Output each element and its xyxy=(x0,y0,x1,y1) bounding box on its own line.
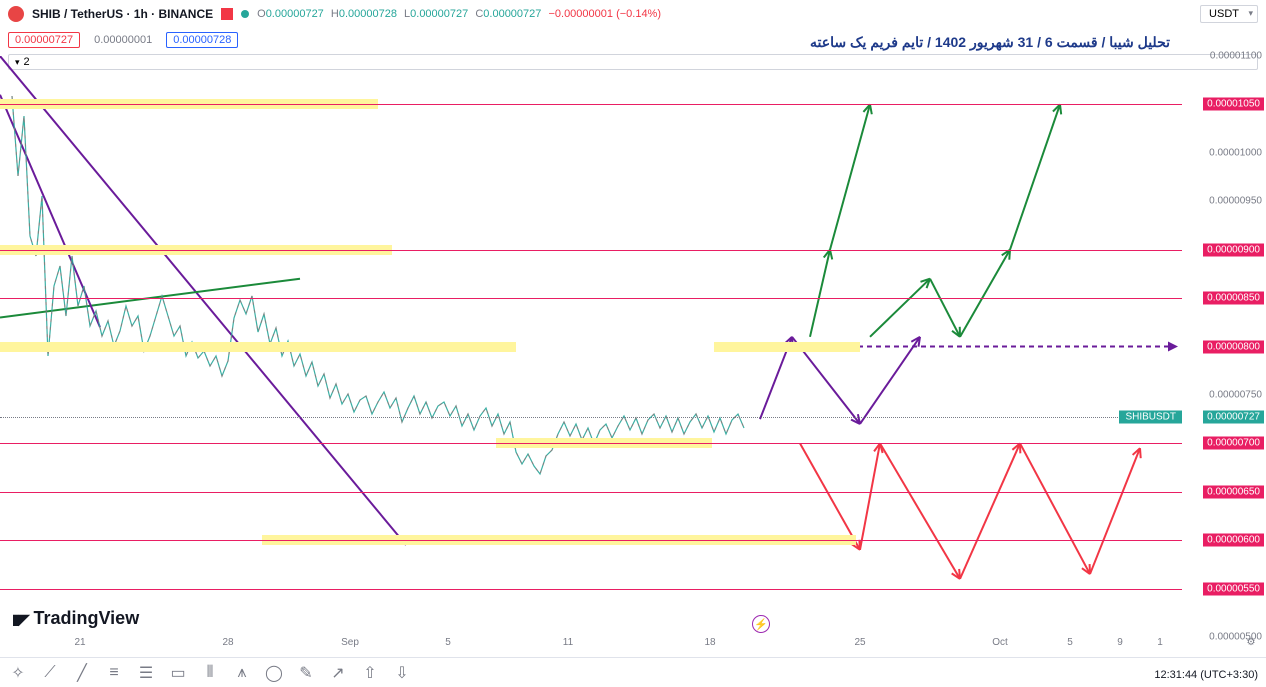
time-tick: 21 xyxy=(74,637,85,648)
quote-select[interactable]: USDT xyxy=(1200,5,1258,23)
line-tool-icon[interactable]: ╱ xyxy=(72,663,92,683)
price-level-line[interactable] xyxy=(0,492,1182,493)
price-tick: 0.00001000 xyxy=(1209,147,1262,158)
pair-badge: SHIBUSDT xyxy=(1119,411,1182,424)
spread-text: 0.00000001 xyxy=(88,33,158,47)
hline-tool-icon[interactable]: ≡ xyxy=(104,663,124,683)
price-level-line[interactable] xyxy=(0,104,1182,105)
current-price-label: 0.00000727 xyxy=(1203,411,1264,424)
live-dot-icon xyxy=(241,10,249,18)
brush-tool-icon[interactable]: ⦀ xyxy=(200,663,220,683)
price-level-label: 0.00000700 xyxy=(1203,437,1264,450)
price-axis[interactable]: 0.00001050 0.00000900 0.00000850 0.00000700… xyxy=(1182,56,1266,637)
price-level-label: 0.00000850 xyxy=(1203,292,1264,305)
flag-icon xyxy=(221,8,233,20)
price-level-label: 0.00000900 xyxy=(1203,243,1264,256)
analysis-title: تحلیل شیبا / قسمت 6 / 31 شهریور 1402 / ت… xyxy=(810,34,1170,51)
pair-title[interactable]: SHIB / TetherUS · 1h · BINANCE xyxy=(32,7,213,21)
arrow-tool-icon[interactable]: ↗ xyxy=(328,663,348,683)
price-level-line[interactable] xyxy=(0,589,1182,590)
clock-readout: 12:31:44 (UTC+3:30) xyxy=(1154,669,1258,681)
time-tick: Oct xyxy=(992,637,1008,648)
axis-settings-icon[interactable]: ⚙ xyxy=(1247,637,1256,648)
time-tick: 25 xyxy=(854,637,865,648)
chart-area[interactable] xyxy=(0,56,1182,637)
time-tick: Sep xyxy=(341,637,359,648)
ellipse-tool-icon[interactable]: ◯ xyxy=(264,663,284,683)
time-tick: 5 xyxy=(1067,637,1073,648)
ohlc-readout: O0.00000727 H0.00000728 L0.00000727 C0.0… xyxy=(257,8,661,20)
time-tick: 1 xyxy=(1157,637,1163,648)
rect-tool-icon[interactable]: ▭ xyxy=(168,663,188,683)
time-tick: 5 xyxy=(445,637,451,648)
tradingview-logo: ▮◤ TradingView xyxy=(12,608,139,629)
supply-demand-zone[interactable] xyxy=(0,342,516,352)
time-tick: 28 xyxy=(222,637,233,648)
price-tick: 0.00000750 xyxy=(1209,389,1262,400)
price-level-line[interactable] xyxy=(0,540,1182,541)
bottom-toolbar: ✧ ⟋ ╱ ≡ ☰ ▭ ⦀ ⩚ ◯ ✎ ↗ ⇧ ⇩ 12:31:44 (UTC+… xyxy=(0,657,1266,687)
price-level-label: 0.00001050 xyxy=(1203,98,1264,111)
price-level-line[interactable] xyxy=(0,443,1182,444)
pitchfork-tool-icon[interactable]: ⩚ xyxy=(232,663,252,683)
trendline-tool-icon[interactable]: ⟋ xyxy=(40,663,60,683)
down-tool-icon[interactable]: ⇩ xyxy=(392,663,412,683)
bid-pill[interactable]: 0.00000727 xyxy=(8,32,80,48)
price-level-label: 0.00000550 xyxy=(1203,582,1264,595)
time-tick: 18 xyxy=(704,637,715,648)
ask-pill[interactable]: 0.00000728 xyxy=(166,32,238,48)
fib-tool-icon[interactable]: ☰ xyxy=(136,663,156,683)
lightning-icon[interactable]: ⚡ xyxy=(752,615,770,633)
price-tick: 0.00001100 xyxy=(1210,51,1262,62)
price-level-label: 0.00000600 xyxy=(1203,534,1264,547)
supply-demand-zone[interactable] xyxy=(714,342,860,352)
price-level-label: 0.00000800 xyxy=(1203,340,1264,353)
cross-tool-icon[interactable]: ✧ xyxy=(8,663,28,683)
pencil-tool-icon[interactable]: ✎ xyxy=(296,663,316,683)
price-tick: 0.00000950 xyxy=(1209,196,1262,207)
time-tick: 9 xyxy=(1117,637,1123,648)
current-price-line xyxy=(0,417,1182,418)
price-level-label: 0.00000650 xyxy=(1203,485,1264,498)
time-axis[interactable]: 2128Sep5111825Oct591⚙ xyxy=(0,637,1182,657)
pair-logo xyxy=(8,6,24,22)
price-level-line[interactable] xyxy=(0,298,1182,299)
time-tick: 11 xyxy=(563,637,573,648)
up-tool-icon[interactable]: ⇧ xyxy=(360,663,380,683)
price-level-line[interactable] xyxy=(0,250,1182,251)
